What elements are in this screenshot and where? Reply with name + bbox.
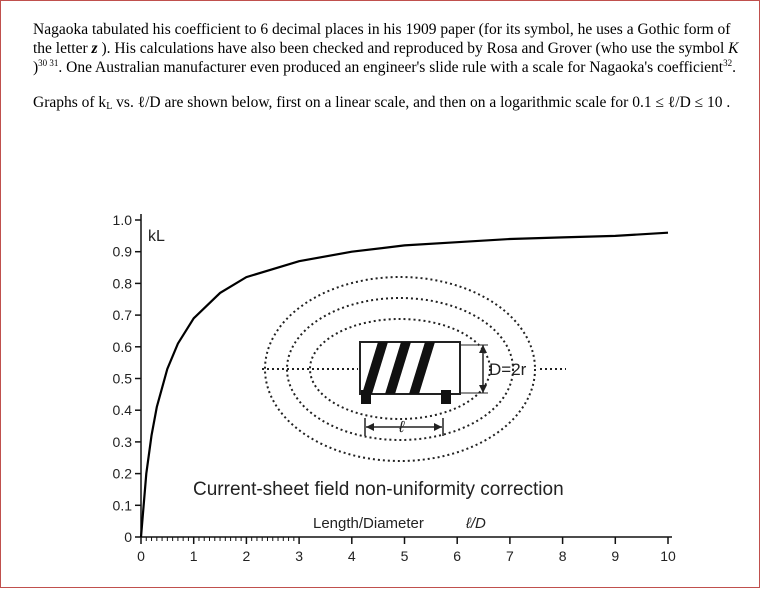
coil-winding-2 [385, 342, 411, 394]
diameter-label: D=2r [489, 360, 527, 379]
field-line-middle [286, 297, 514, 441]
paragraph-nagaoka: Nagaoka tabulated his coefficient to 6 d… [33, 20, 743, 77]
chart-title: Current-sheet field non-uniformity corre… [193, 479, 564, 500]
coil-lead-left [361, 390, 371, 404]
coil-body: D=2r ℓ [359, 341, 566, 436]
length-label: ℓ [398, 419, 405, 436]
y-tick-label: 1.0 [113, 212, 133, 228]
diameter-arrow-bottom [479, 385, 487, 393]
y-tick-label: 0 [124, 529, 132, 545]
y-tick-label: 0.9 [113, 244, 133, 260]
coil-winding-1 [362, 342, 388, 394]
symbol-k: K [728, 40, 739, 57]
x-tick-label: 3 [295, 548, 303, 564]
length-arrow-left [366, 423, 374, 431]
field-line-outer [264, 276, 536, 462]
y-tick-label: 0.7 [113, 307, 133, 323]
x-axis-label: Length/Diameter [313, 515, 424, 532]
coil-diagram [262, 276, 536, 462]
x-tick-label: 10 [660, 548, 676, 564]
gothic-z-symbol: z [91, 40, 98, 57]
kl-curve [139, 231, 669, 538]
para1-text-1: Nagaoka tabulated his coefficient to 6 d… [33, 21, 731, 57]
para1-text-5: . [732, 59, 736, 76]
field-line-inner [309, 318, 491, 420]
y-axis-label: kL [148, 228, 165, 245]
para1-text-3: ) [33, 59, 39, 76]
y-tick-label: 0.2 [113, 466, 133, 482]
y-tick-label: 0.1 [113, 497, 133, 513]
x-tick-label: 1 [190, 548, 198, 564]
body-text: Nagaoka tabulated his coefficient to 6 d… [33, 20, 743, 116]
diameter-arrow-top [479, 345, 487, 353]
para2-text-1: Graphs of k [33, 94, 107, 111]
x-axis-symbol: ℓ/D [465, 515, 486, 532]
x-tick-label: 7 [506, 548, 514, 564]
subscript-l: L [106, 101, 113, 112]
para1-text-2: ). His calculations have also been check… [97, 40, 729, 57]
x-tick-label: 4 [348, 548, 356, 564]
y-tick-label: 0.8 [113, 275, 133, 291]
reference-30-31: 30 31 [38, 57, 59, 68]
x-tick-label: 5 [401, 548, 409, 564]
x-tick-label: 2 [243, 548, 251, 564]
coil-winding-3 [409, 342, 435, 394]
coil-lead-right [441, 390, 451, 404]
y-tick-label: 0.5 [113, 371, 133, 387]
x-tick-label: 8 [559, 548, 567, 564]
y-tick-label: 0.4 [113, 402, 133, 418]
x-tick-label: 0 [137, 548, 145, 564]
para1-text-4: . One Australian manufacturer even produ… [58, 59, 724, 76]
length-arrow-right [434, 423, 442, 431]
paragraph-graphs: Graphs of kL vs. ℓ/D are shown below, fi… [33, 93, 743, 116]
y-tick-label: 0.3 [113, 434, 133, 450]
para2-text-2: vs. ℓ/D are shown below, first on a line… [112, 94, 731, 111]
x-tick-label: 9 [611, 548, 619, 564]
x-tick-label: 6 [453, 548, 461, 564]
y-tick-label: 0.6 [113, 339, 133, 355]
reference-32: 32 [723, 57, 733, 68]
